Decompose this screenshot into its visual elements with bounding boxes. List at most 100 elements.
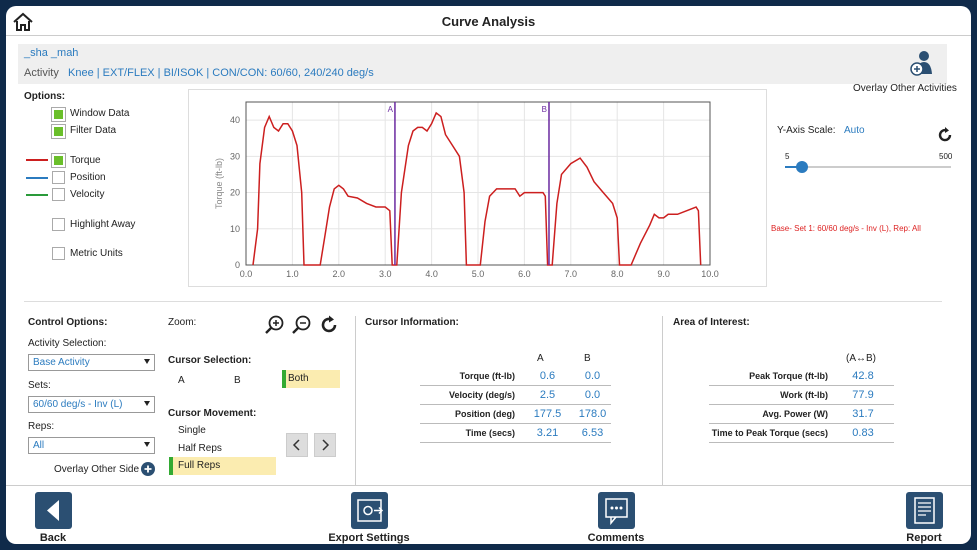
slider-min: 5 xyxy=(785,152,790,161)
cursor-b-option[interactable]: B xyxy=(234,375,241,386)
x-tick-label: 4.0 xyxy=(425,269,438,279)
cursor-selection-title: Cursor Selection: xyxy=(168,355,252,366)
row-value-b: 178.0 xyxy=(578,408,607,420)
row-label: Work (ft-lb) xyxy=(780,390,828,400)
x-tick-label: 0.0 xyxy=(240,269,253,279)
highlight-away-label: Highlight Away xyxy=(70,219,136,230)
divider xyxy=(24,301,942,302)
y-axis-label: Torque (ft-lb) xyxy=(214,158,224,209)
zoom-label: Zoom: xyxy=(168,317,197,328)
table-row: Avg. Power (W) 31.7 xyxy=(709,405,894,424)
cursor-prev-button[interactable] xyxy=(286,433,308,457)
sets-value: 60/60 deg/s - Inv (L) xyxy=(33,399,123,410)
y-axis-scale-value[interactable]: Auto xyxy=(844,125,865,136)
metric-units-checkbox[interactable] xyxy=(52,247,65,260)
title-bar xyxy=(6,6,971,36)
row-value-a: 3.21 xyxy=(536,427,559,439)
back-button[interactable] xyxy=(35,492,72,529)
torque-checkbox[interactable] xyxy=(51,153,66,168)
cursor-label-b: B xyxy=(542,105,547,114)
table-row: Time to Peak Torque (secs) 0.83 xyxy=(709,424,894,443)
row-label: Velocity (deg/s) xyxy=(448,390,515,400)
comments-label: Comments xyxy=(587,532,645,544)
x-tick-label: 5.0 xyxy=(472,269,485,279)
chart-panel: 0.0 1.0 2.0 3.0 4.0 5.0 6.0 7.0 8.0 9.0 10.0 0 10 20 3… xyxy=(188,89,767,287)
comments-icon xyxy=(605,498,628,526)
report-label: Report xyxy=(906,532,942,544)
cursor-a-option[interactable]: A xyxy=(178,375,185,386)
control-options-title: Control Options: xyxy=(28,317,108,328)
overlay-activities-label[interactable]: Overlay Other Activities xyxy=(853,83,957,94)
export-icon xyxy=(357,499,384,522)
slider-max: 500 xyxy=(939,152,953,161)
x-tick-label: 6.0 xyxy=(518,269,531,279)
row-label: Position (deg) xyxy=(455,409,515,419)
zoom-reset-icon[interactable] xyxy=(318,314,340,336)
window-data-label: Window Data xyxy=(70,108,130,119)
y-tick-label: 10 xyxy=(230,224,240,234)
torque-legend-line xyxy=(26,159,48,161)
reps-dropdown[interactable]: All xyxy=(28,437,155,454)
aoi-title: Area of Interest: xyxy=(673,317,750,328)
row-value: 0.83 xyxy=(852,427,874,439)
row-value-a: 2.5 xyxy=(539,389,556,401)
movement-single-option[interactable]: Single xyxy=(178,425,206,436)
row-value: 77.9 xyxy=(852,389,874,401)
zoom-in-icon[interactable] xyxy=(264,314,286,336)
x-tick-label: 9.0 xyxy=(657,269,670,279)
add-overlay-icon[interactable] xyxy=(141,462,155,476)
reset-icon[interactable] xyxy=(936,126,954,144)
cursor-label-a: A xyxy=(388,105,394,114)
selected-indicator xyxy=(282,370,286,388)
row-value-a: 177.5 xyxy=(533,408,562,420)
row-label: Torque (ft-lb) xyxy=(459,371,515,381)
zoom-out-icon[interactable] xyxy=(291,314,313,336)
filter-data-label: Filter Data xyxy=(70,125,117,136)
table-row: Peak Torque (ft-lb) 42.8 xyxy=(709,367,894,386)
velocity-checkbox[interactable] xyxy=(52,188,65,201)
export-settings-button[interactable] xyxy=(351,492,388,529)
comments-button[interactable] xyxy=(598,492,635,529)
cursor-movement-title: Cursor Movement: xyxy=(168,408,257,419)
row-label: Peak Torque (ft-lb) xyxy=(749,371,828,381)
options-title: Options: xyxy=(24,91,66,102)
home-icon[interactable] xyxy=(12,12,34,32)
app-window: Curve Analysis _sha _mah Activity Knee |… xyxy=(6,6,971,544)
chevron-down-icon xyxy=(144,442,150,447)
cursor-both-option[interactable]: Both xyxy=(282,370,340,388)
torque-chart[interactable]: 0.0 1.0 2.0 3.0 4.0 5.0 6.0 7.0 8.0 9.0 10.0 0 10 20 3… xyxy=(189,90,768,288)
report-button[interactable] xyxy=(906,492,943,529)
activity-label: Activity xyxy=(24,67,59,79)
slider-track[interactable] xyxy=(785,166,951,168)
cursor-both-label: Both xyxy=(288,373,309,384)
row-value-a: 0.6 xyxy=(539,370,556,382)
report-icon xyxy=(914,497,935,524)
x-tick-label: 1.0 xyxy=(286,269,299,279)
filter-data-checkbox[interactable] xyxy=(51,124,66,139)
velocity-label: Velocity xyxy=(70,189,105,200)
movement-half-option[interactable]: Half Reps xyxy=(178,443,222,454)
x-tick-label: 7.0 xyxy=(565,269,578,279)
position-checkbox[interactable] xyxy=(52,171,65,184)
slider-fill xyxy=(785,166,797,168)
bottom-divider xyxy=(6,485,971,486)
activity-selection-dropdown[interactable]: Base Activity xyxy=(28,354,155,371)
page-title: Curve Analysis xyxy=(441,14,536,29)
row-value-b: 6.53 xyxy=(581,427,604,439)
slider-thumb[interactable] xyxy=(796,161,808,173)
row-value-b: 0.0 xyxy=(584,370,601,382)
overlay-activities-icon[interactable] xyxy=(909,50,935,76)
cursor-next-button[interactable] xyxy=(314,433,336,457)
row-label: Time (secs) xyxy=(465,428,515,438)
row-label: Time to Peak Torque (secs) xyxy=(711,428,828,438)
table-row: Time (secs) 3.21 6.53 xyxy=(420,424,611,443)
section-divider xyxy=(355,316,356,486)
movement-full-option[interactable]: Full Reps xyxy=(169,457,276,475)
back-arrow-icon xyxy=(47,500,59,521)
position-label: Position xyxy=(70,172,106,183)
highlight-away-checkbox[interactable] xyxy=(52,218,65,231)
y-tick-label: 20 xyxy=(230,188,240,198)
table-row: Velocity (deg/s) 2.5 0.0 xyxy=(420,386,611,405)
sets-dropdown[interactable]: 60/60 deg/s - Inv (L) xyxy=(28,396,155,413)
window-data-checkbox[interactable] xyxy=(51,107,66,122)
